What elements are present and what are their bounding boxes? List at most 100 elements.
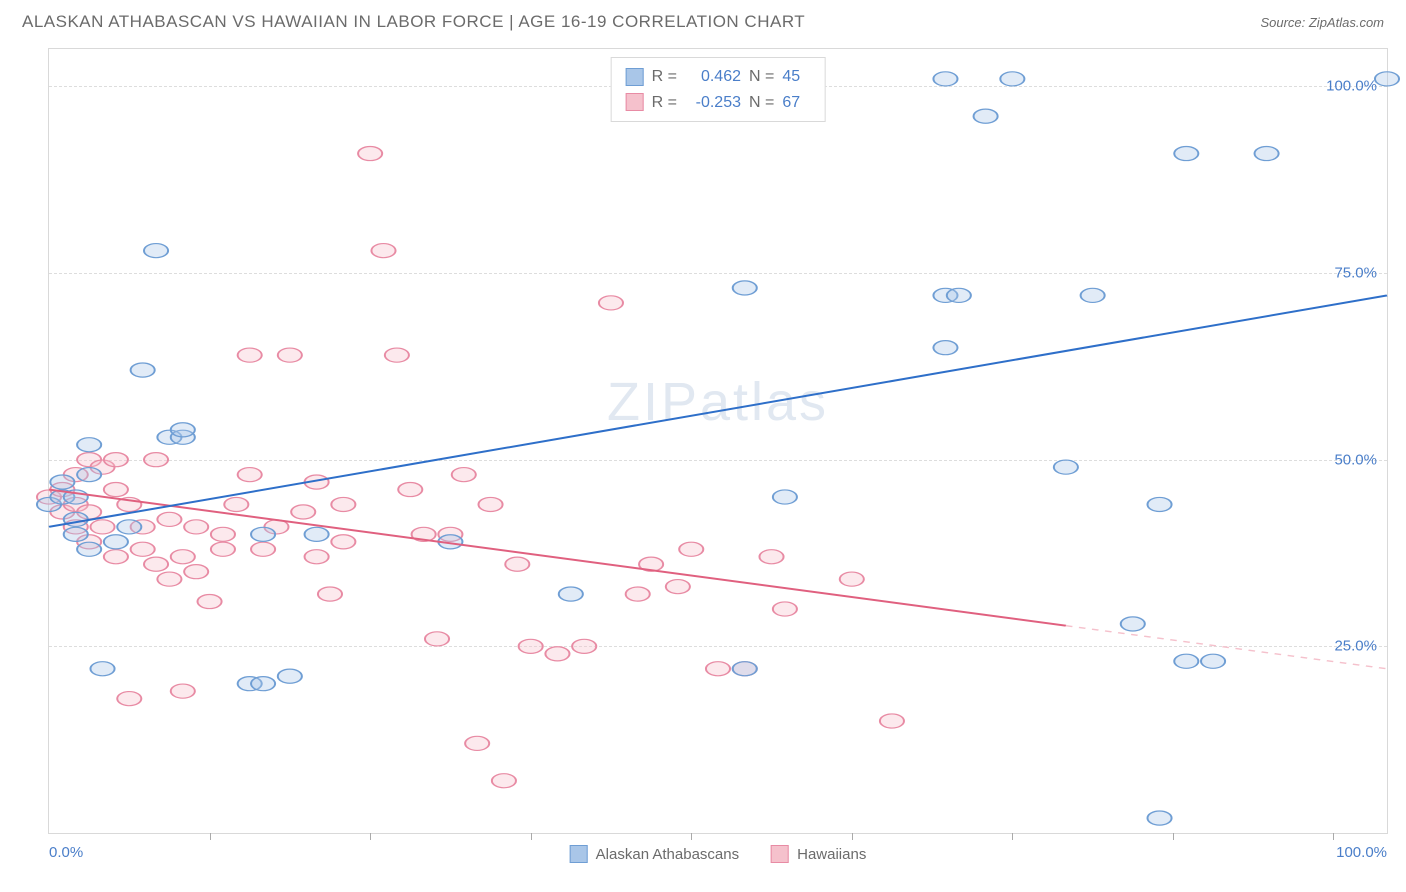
scatter-point-hawaiian: [144, 557, 168, 571]
scatter-point-hawaiian: [157, 572, 181, 586]
xtick: [691, 833, 692, 840]
legend-item-hawaiian: Hawaiians: [771, 845, 866, 863]
scatter-point-hawaiian: [599, 296, 623, 310]
scatter-point-athabascan: [104, 535, 128, 549]
scatter-point-hawaiian: [358, 146, 382, 160]
scatter-point-hawaiian: [679, 542, 703, 556]
scatter-point-athabascan: [90, 662, 114, 676]
scatter-point-hawaiian: [626, 587, 650, 601]
legend-label-athabascan: Alaskan Athabascans: [596, 846, 739, 863]
scatter-point-athabascan: [1375, 72, 1399, 86]
xtick: [1012, 833, 1013, 840]
stats-row-hawaiian: R = -0.253 N = 67: [626, 90, 811, 116]
scatter-point-hawaiian: [880, 714, 904, 728]
n-label: N =: [749, 64, 774, 90]
scatter-point-athabascan: [1201, 654, 1225, 668]
trend-line-athabascan: [49, 295, 1387, 526]
scatter-point-hawaiian: [171, 550, 195, 564]
scatter-point-hawaiian: [238, 468, 262, 482]
scatter-point-hawaiian: [211, 542, 235, 556]
scatter-point-hawaiian: [184, 565, 208, 579]
r-label: R =: [652, 64, 677, 90]
scatter-point-athabascan: [50, 475, 74, 489]
xtick-label-min: 0.0%: [49, 844, 83, 861]
scatter-svg: [49, 49, 1387, 833]
scatter-point-hawaiian: [104, 482, 128, 496]
scatter-point-athabascan: [733, 281, 757, 295]
scatter-point-hawaiian: [157, 512, 181, 526]
scatter-point-athabascan: [77, 542, 101, 556]
scatter-point-hawaiian: [398, 482, 422, 496]
xtick: [852, 833, 853, 840]
scatter-point-hawaiian: [572, 639, 596, 653]
scatter-point-athabascan: [1147, 497, 1171, 511]
chart-title: ALASKAN ATHABASCAN VS HAWAIIAN IN LABOR …: [22, 12, 805, 32]
scatter-point-hawaiian: [144, 453, 168, 467]
scatter-point-athabascan: [144, 244, 168, 258]
scatter-point-athabascan: [1147, 811, 1171, 825]
scatter-point-hawaiian: [452, 468, 476, 482]
xtick: [210, 833, 211, 840]
xtick-label-max: 100.0%: [1336, 844, 1387, 861]
n-value-hawaiian: 67: [782, 90, 810, 116]
scatter-point-hawaiian: [305, 550, 329, 564]
scatter-point-hawaiian: [505, 557, 529, 571]
scatter-point-hawaiian: [104, 550, 128, 564]
scatter-point-athabascan: [1174, 654, 1198, 668]
r-value-athabascan: 0.462: [685, 64, 741, 90]
scatter-point-hawaiian: [706, 662, 730, 676]
scatter-point-athabascan: [974, 109, 998, 123]
scatter-point-hawaiian: [131, 542, 155, 556]
swatch-athabascan: [626, 68, 644, 86]
scatter-point-athabascan: [933, 341, 957, 355]
scatter-point-athabascan: [171, 423, 195, 437]
scatter-point-hawaiian: [478, 497, 502, 511]
swatch-hawaiian: [626, 93, 644, 111]
scatter-point-hawaiian: [211, 527, 235, 541]
xtick: [370, 833, 371, 840]
scatter-point-athabascan: [947, 288, 971, 302]
legend-label-hawaiian: Hawaiians: [797, 846, 866, 863]
legend: Alaskan Athabascans Hawaiians: [570, 845, 867, 863]
scatter-point-hawaiian: [90, 520, 114, 534]
scatter-point-athabascan: [1255, 146, 1279, 160]
scatter-point-hawaiian: [759, 550, 783, 564]
scatter-point-hawaiian: [171, 684, 195, 698]
correlation-stats-box: R = 0.462 N = 45 R = -0.253 N = 67: [611, 57, 826, 122]
xtick: [1173, 833, 1174, 840]
scatter-point-hawaiian: [385, 348, 409, 362]
swatch-hawaiian: [771, 845, 789, 863]
scatter-point-athabascan: [1000, 72, 1024, 86]
scatter-point-athabascan: [77, 468, 101, 482]
scatter-point-hawaiian: [371, 244, 395, 258]
scatter-point-hawaiian: [666, 580, 690, 594]
scatter-point-athabascan: [773, 490, 797, 504]
stats-row-athabascan: R = 0.462 N = 45: [626, 64, 811, 90]
scatter-point-athabascan: [1174, 146, 1198, 160]
source-attribution: Source: ZipAtlas.com: [1260, 15, 1384, 30]
r-label: R =: [652, 90, 677, 116]
chart-header: ALASKAN ATHABASCAN VS HAWAIIAN IN LABOR …: [22, 12, 1384, 32]
scatter-point-athabascan: [131, 363, 155, 377]
scatter-point-hawaiian: [184, 520, 208, 534]
scatter-point-hawaiian: [117, 692, 141, 706]
scatter-point-hawaiian: [465, 736, 489, 750]
plot-area: ZIPatlas 25.0%50.0%75.0%100.0% R = 0.462…: [48, 48, 1388, 834]
swatch-athabascan: [570, 845, 588, 863]
scatter-point-hawaiian: [198, 594, 222, 608]
scatter-point-hawaiian: [492, 774, 516, 788]
scatter-point-hawaiian: [291, 505, 315, 519]
r-value-hawaiian: -0.253: [685, 90, 741, 116]
xtick: [531, 833, 532, 840]
scatter-point-hawaiian: [278, 348, 302, 362]
scatter-point-athabascan: [1081, 288, 1105, 302]
scatter-point-athabascan: [251, 527, 275, 541]
scatter-point-athabascan: [1121, 617, 1145, 631]
scatter-point-athabascan: [933, 72, 957, 86]
scatter-point-athabascan: [1054, 460, 1078, 474]
scatter-point-athabascan: [117, 520, 141, 534]
scatter-point-hawaiian: [331, 497, 355, 511]
scatter-point-athabascan: [64, 527, 88, 541]
scatter-point-hawaiian: [545, 647, 569, 661]
scatter-point-hawaiian: [224, 497, 248, 511]
